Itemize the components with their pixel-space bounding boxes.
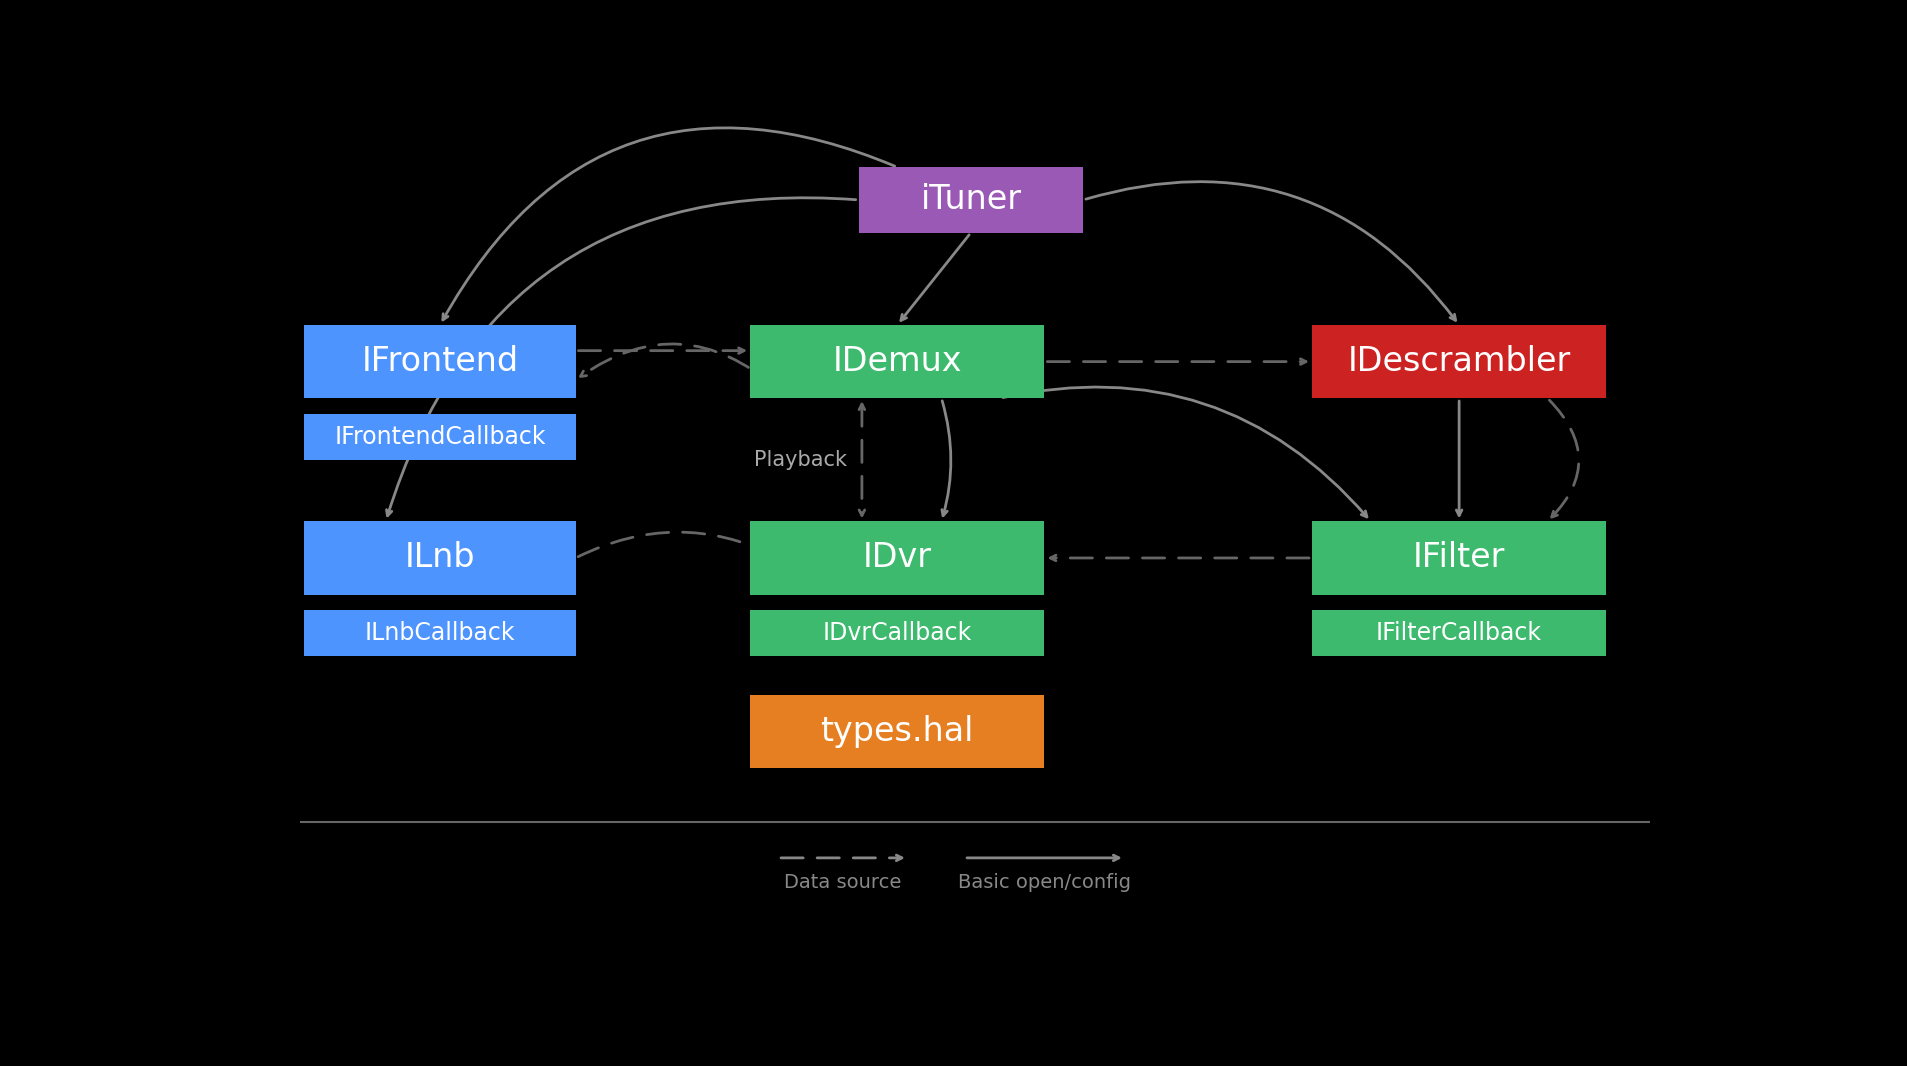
Text: IDemux: IDemux — [831, 345, 961, 378]
Text: ILnbCallback: ILnbCallback — [364, 621, 515, 645]
FancyBboxPatch shape — [1312, 521, 1606, 595]
FancyBboxPatch shape — [749, 521, 1043, 595]
FancyBboxPatch shape — [305, 521, 576, 595]
Text: Basic open/config: Basic open/config — [957, 873, 1131, 892]
Text: IDvr: IDvr — [862, 542, 931, 575]
FancyBboxPatch shape — [1312, 325, 1606, 399]
Text: Data source: Data source — [784, 873, 902, 892]
Text: Playback: Playback — [753, 450, 847, 470]
Text: ILnb: ILnb — [404, 542, 475, 575]
Text: IDescrambler: IDescrambler — [1346, 345, 1569, 378]
Text: iTuner: iTuner — [919, 183, 1020, 216]
Text: types.hal: types.hal — [820, 714, 973, 747]
Text: IFilterCallback: IFilterCallback — [1375, 621, 1541, 645]
FancyBboxPatch shape — [305, 325, 576, 399]
FancyBboxPatch shape — [749, 695, 1043, 768]
Text: IDvrCallback: IDvrCallback — [822, 621, 971, 645]
FancyBboxPatch shape — [305, 414, 576, 459]
FancyBboxPatch shape — [749, 610, 1043, 657]
FancyBboxPatch shape — [749, 325, 1043, 399]
Text: IFrontendCallback: IFrontendCallback — [334, 424, 545, 449]
FancyBboxPatch shape — [858, 167, 1083, 232]
Text: IFrontend: IFrontend — [360, 345, 519, 378]
FancyBboxPatch shape — [1312, 610, 1606, 657]
Text: IFilter: IFilter — [1413, 542, 1505, 575]
FancyBboxPatch shape — [305, 610, 576, 657]
